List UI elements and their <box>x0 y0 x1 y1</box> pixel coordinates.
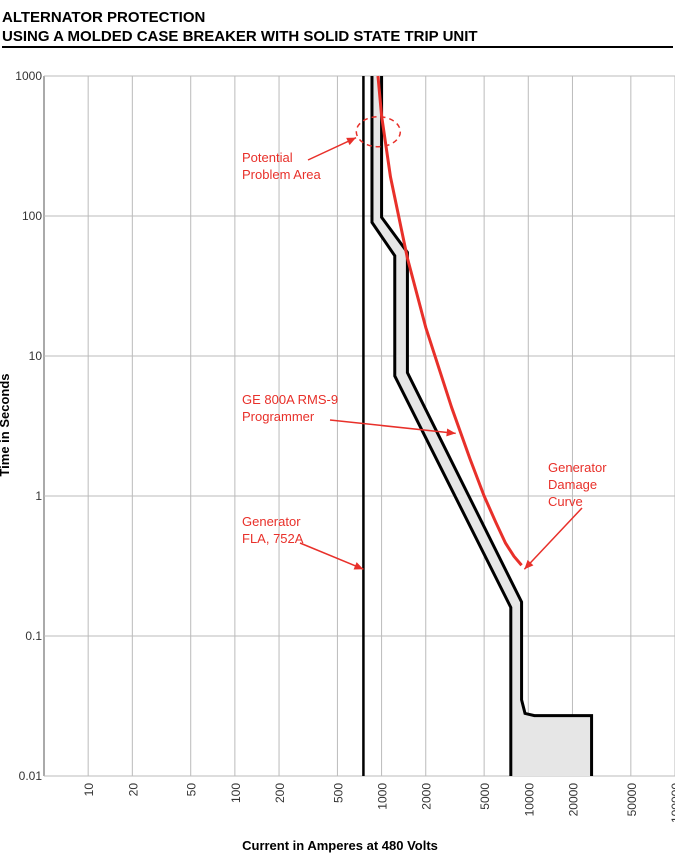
annotation-arrow-line <box>329 419 456 435</box>
x-tick-label: 50000 <box>625 783 639 817</box>
y-tick-label: 1 <box>35 489 42 503</box>
y-axis-title: Time in Seconds <box>0 373 12 476</box>
problem-area-circle <box>355 115 402 148</box>
grid-layer <box>43 75 675 777</box>
annotation-label: Programmer <box>242 409 315 424</box>
ge-800a-rms-9-programmer-max-line <box>380 76 594 776</box>
x-tick-label: 200 <box>273 783 287 803</box>
annotation: GE 800A RMS-9 Programmer <box>242 392 456 437</box>
tick-layer: 10 20 50 100 200 500 1000 2000 5000 10000 20000 500… <box>15 69 675 823</box>
x-tick-label: 5000 <box>478 783 492 810</box>
annotation-arrow-line <box>523 507 583 570</box>
annotation-label: Potential <box>242 150 293 165</box>
title-line-1: ALTERNATOR PROTECTION <box>2 9 205 26</box>
band-layer <box>371 76 592 776</box>
annotation-label: Curve <box>548 494 583 509</box>
annotation-label: FLA, 752A <box>242 531 304 546</box>
annotation-label: Damage <box>548 477 597 492</box>
annotation-layer: Potential Problem Area GE 800A RMS-9 Progra… <box>242 115 607 570</box>
annotation: Potential Problem Area <box>242 115 402 182</box>
ge-800a-rms-9-programmer-min-line <box>370 76 513 776</box>
x-tick-label: 10 <box>82 783 96 797</box>
series-layer <box>362 75 594 776</box>
annotation: Generator Damage Curve <box>523 460 607 570</box>
annotation-label: Generator <box>242 514 301 529</box>
annotation-arrow-head <box>353 562 364 570</box>
title-line-2: USING A MOLDED CASE BREAKER WITH SOLID S… <box>2 28 478 45</box>
x-tick-label: 2000 <box>420 783 434 810</box>
ge-800a-rms-9-programmer-band <box>371 76 592 776</box>
x-tick-label: 100000 <box>669 783 675 823</box>
x-tick-label: 20 <box>126 783 140 797</box>
annotation: Generator FLA, 752A <box>242 514 364 570</box>
x-tick-label: 50 <box>185 783 199 797</box>
generator-damage-curve-line <box>376 75 523 567</box>
x-tick-label: 20000 <box>566 783 580 817</box>
annotation-label: Generator <box>548 460 607 475</box>
x-tick-label: 500 <box>331 783 345 803</box>
annotation-arrow-line <box>299 542 364 570</box>
x-tick-label: 10000 <box>522 783 536 817</box>
x-tick-label: 100 <box>229 783 243 803</box>
y-tick-label: 10 <box>29 349 43 363</box>
y-tick-label: 0.1 <box>25 629 42 643</box>
x-axis-title: Current in Amperes at 480 Volts <box>242 838 438 853</box>
y-tick-label: 0.01 <box>19 769 43 783</box>
y-tick-label: 1000 <box>15 69 42 83</box>
annotation-label: Problem Area <box>242 167 322 182</box>
annotation-label: GE 800A RMS-9 <box>242 392 338 407</box>
annotation-arrow-head <box>446 428 456 437</box>
annotation-arrow-head <box>346 137 357 146</box>
x-tick-label: 1000 <box>376 783 390 810</box>
annotation-arrow-head <box>524 559 534 570</box>
y-tick-label: 100 <box>22 209 42 223</box>
